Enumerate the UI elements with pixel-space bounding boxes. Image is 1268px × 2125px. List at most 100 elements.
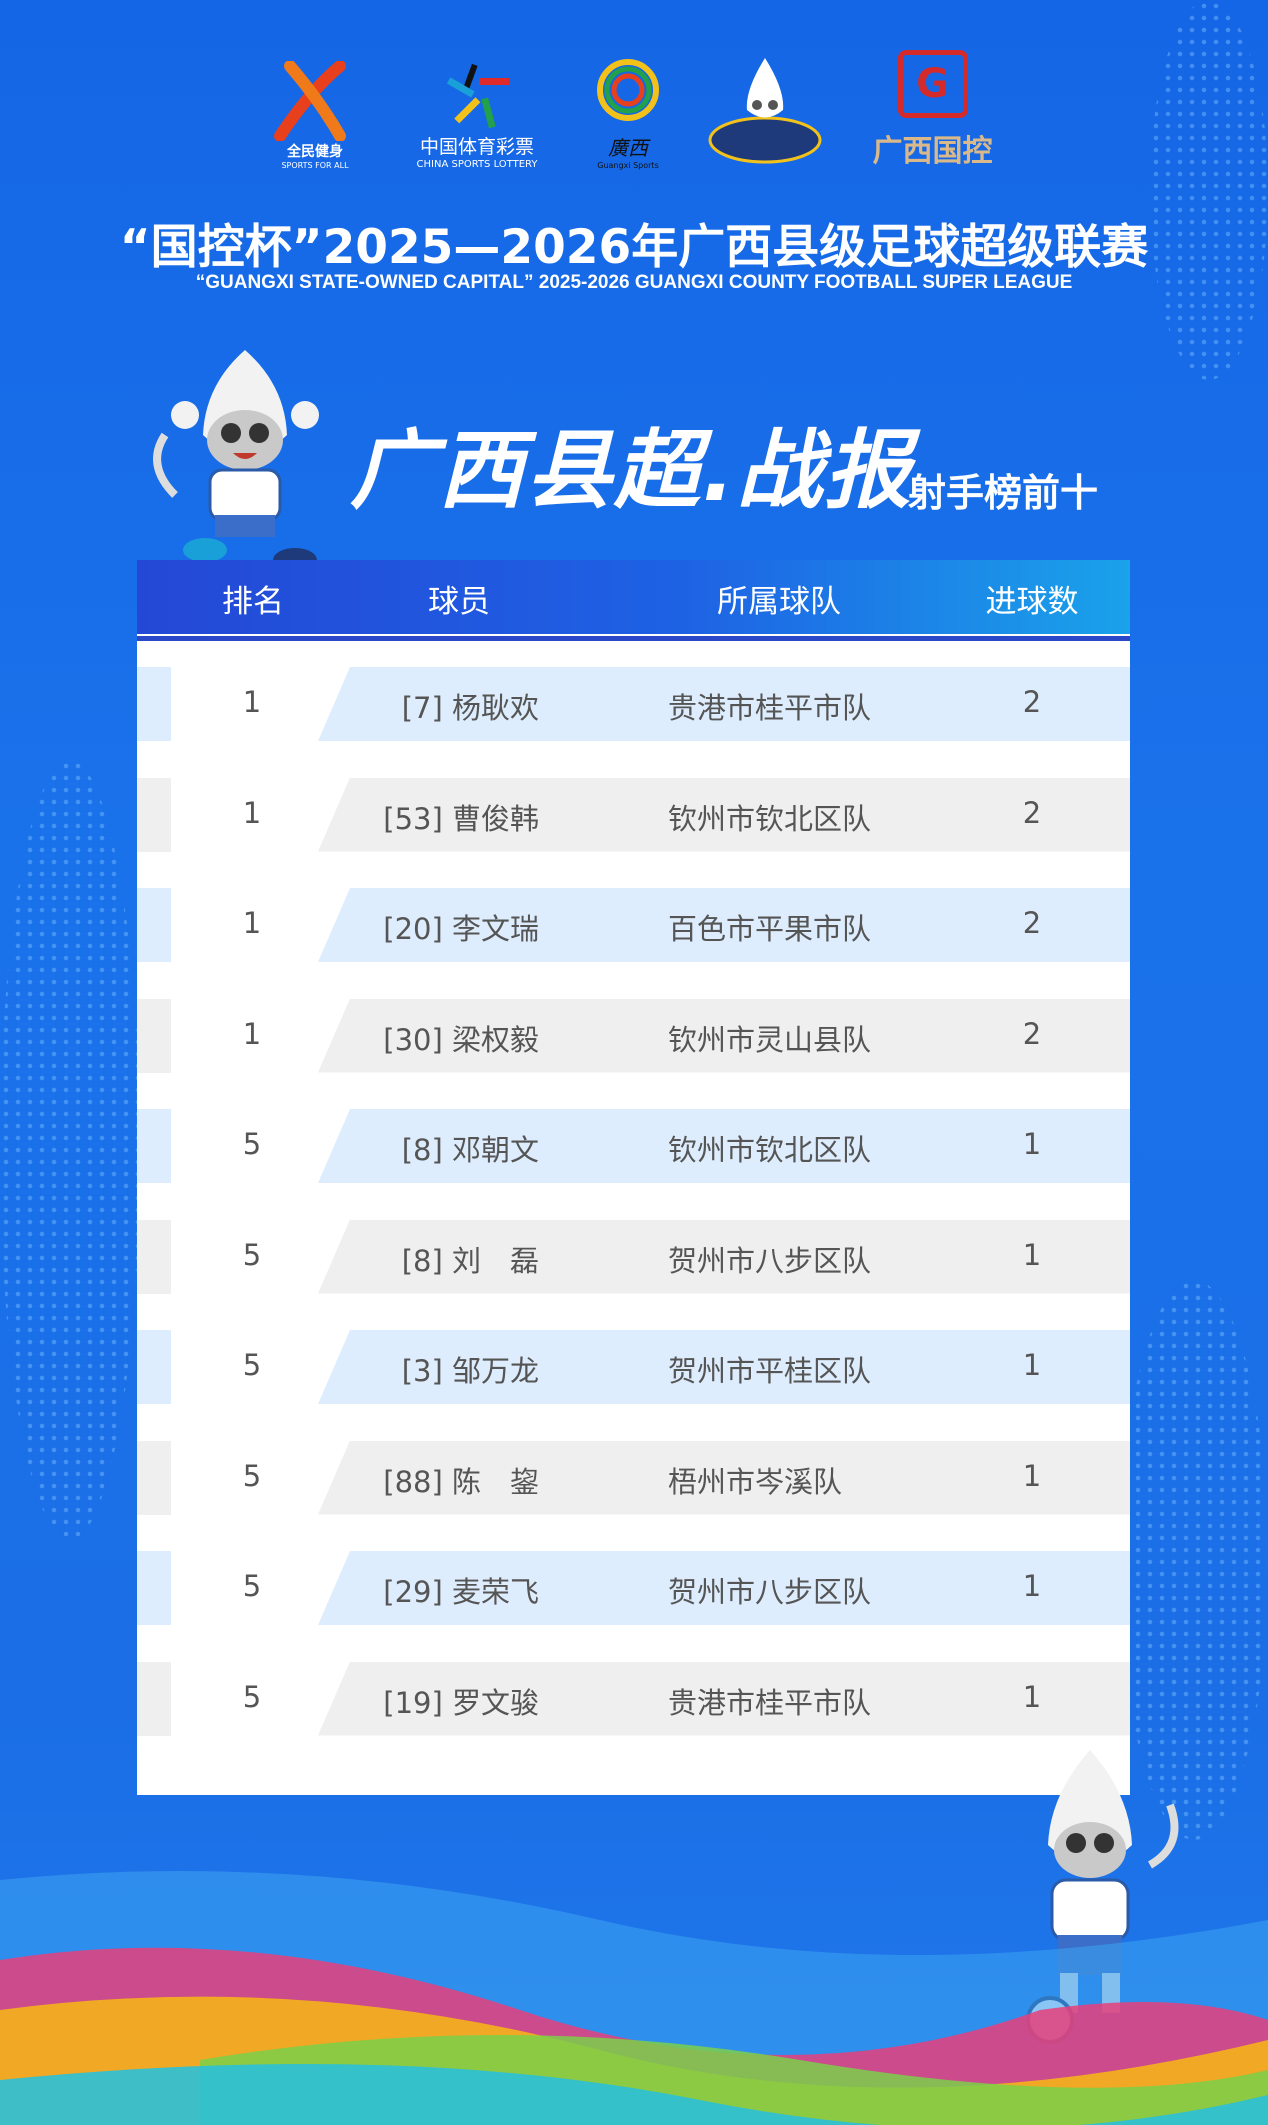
lottery-star-icon — [446, 63, 509, 129]
goals-cell: 1 — [1022, 1679, 1042, 1714]
rank-cell: 5 — [242, 1679, 262, 1714]
mascot-illustration — [153, 350, 319, 572]
dot-pattern — [0, 760, 140, 1540]
rank-cell: 1 — [242, 795, 262, 830]
logo-guangxi-sports: 廣西 Guangxi Sports — [588, 50, 668, 170]
player-cell: [8] 邓朝文 — [401, 1133, 539, 1167]
logo-subtext: CHINA SPORTS LOTTERY — [416, 159, 538, 170]
mascot-badge-icon — [708, 58, 822, 164]
page-title: “国控杯”2025—2026年广西县级足球超级联赛 — [119, 220, 1149, 275]
row-band — [318, 1109, 1130, 1183]
table-row: 5 [8] 刘 磊 贺州市八步区队 1 — [137, 1219, 1130, 1294]
row-stub — [137, 777, 171, 852]
row-stub — [137, 1109, 171, 1183]
row-band — [318, 888, 1130, 962]
goals-cell: 1 — [1022, 1237, 1042, 1272]
player-cell: [7] 杨耿欢 — [401, 691, 539, 725]
gk-emblem-icon: G — [897, 50, 968, 118]
goals-cell: 1 — [1022, 1127, 1042, 1161]
table-row: 5 [8] 邓朝文 钦州市钦北区队 1 — [137, 1109, 1130, 1183]
row-stub — [137, 1551, 171, 1625]
guangxi-sports-swirl-icon — [597, 59, 659, 121]
table-row: 1 [7] 杨耿欢 贵港市桂平市队 2 — [137, 667, 1130, 741]
logo-text: 广西国控 — [872, 134, 993, 169]
team-cell: 贺州市八步区队 — [668, 1243, 872, 1278]
player-cell: [19] 罗文骏 — [383, 1685, 539, 1720]
row-stub — [137, 888, 171, 962]
row-band — [318, 998, 1130, 1073]
rank-cell: 5 — [242, 1458, 262, 1493]
banner-subtitle: 射手榜前十 — [908, 471, 1099, 515]
dot-pattern — [1150, 0, 1268, 380]
row-band — [318, 1661, 1130, 1736]
logo-subtext: Guangxi Sports — [597, 161, 659, 170]
logo-china-sports-lottery: 中国体育彩票 CHINA SPORTS LOTTERY — [398, 50, 556, 170]
logo-league-mascot-badge — [705, 50, 825, 170]
header-rank: 排名 — [222, 584, 284, 620]
top-scorers-table: 排名 球员 所属球队 进球数 1 [7] 杨耿欢 贵港市桂平市队 2 1 [53… — [137, 560, 1130, 1795]
rank-cell: 1 — [242, 906, 262, 940]
player-cell: [29] 麦荣飞 — [383, 1575, 539, 1609]
goals-cell: 2 — [1022, 685, 1042, 719]
table-row: 5 [3] 邹万龙 贺州市平桂区队 1 — [137, 1330, 1130, 1404]
player-cell: [20] 李文瑞 — [383, 912, 539, 946]
row-band — [318, 1440, 1130, 1515]
rank-cell: 5 — [242, 1569, 262, 1603]
header-player: 球员 — [428, 584, 490, 620]
row-band — [318, 1219, 1130, 1294]
goals-cell: 1 — [1022, 1458, 1042, 1493]
logo-text: 廣西 — [608, 136, 648, 160]
row-band — [318, 667, 1130, 741]
player-cell: [3] 邹万龙 — [401, 1354, 539, 1388]
row-stub — [137, 1330, 171, 1404]
rank-cell: 5 — [242, 1127, 262, 1161]
team-cell: 梧州市岑溪队 — [668, 1464, 843, 1499]
logo-guangxi-state-owned: G 广西国控 — [865, 50, 1000, 170]
table-row: 1 [30] 梁权毅 钦州市灵山县队 2 — [137, 998, 1130, 1073]
goals-cell: 2 — [1022, 795, 1042, 830]
goals-cell: 1 — [1022, 1348, 1042, 1382]
table-row: 1 [20] 李文瑞 百色市平果市队 2 — [137, 888, 1130, 962]
table-row: 5 [88] 陈 鋆 梧州市岑溪队 1 — [137, 1440, 1130, 1515]
team-cell: 贵港市桂平市队 — [668, 691, 872, 725]
goals-cell: 1 — [1022, 1569, 1042, 1603]
team-cell: 百色市平果市队 — [668, 912, 872, 946]
rank-cell: 5 — [242, 1348, 262, 1382]
player-cell: [30] 梁权毅 — [383, 1022, 539, 1057]
table-row: 5 [19] 罗文骏 贵港市桂平市队 1 — [137, 1661, 1130, 1736]
rank-cell: 1 — [242, 685, 262, 719]
header-team: 所属球队 — [717, 584, 841, 620]
row-stub — [137, 1440, 171, 1515]
sports-for-all-icon — [274, 61, 346, 141]
table-row: 1 [53] 曹俊韩 钦州市钦北区队 2 — [137, 777, 1130, 852]
table-row: 5 [29] 麦荣飞 贺州市八步区队 1 — [137, 1551, 1130, 1625]
row-stub — [137, 998, 171, 1073]
team-cell: 贺州市八步区队 — [668, 1575, 872, 1609]
player-cell: [53] 曹俊韩 — [383, 801, 539, 836]
team-cell: 钦州市钦北区队 — [668, 1133, 872, 1167]
banner-title: 广西县超.战报 — [350, 421, 913, 521]
rank-cell: 5 — [242, 1237, 262, 1272]
team-cell: 钦州市钦北区队 — [668, 801, 872, 836]
logo-subtext: SPORTS FOR ALL — [281, 161, 349, 170]
player-cell: [88] 陈 鋆 — [383, 1464, 539, 1499]
row-band — [318, 777, 1130, 852]
row-band — [318, 1551, 1130, 1625]
row-stub — [137, 1661, 171, 1736]
row-stub — [137, 667, 171, 741]
logo-text: 中国体育彩票 — [419, 136, 534, 158]
team-cell: 贺州市平桂区队 — [668, 1354, 872, 1388]
table-header: 排名 球员 所属球队 进球数 — [137, 560, 1130, 634]
dot-pattern — [1120, 1280, 1268, 1840]
row-stub — [137, 1219, 171, 1294]
player-cell: [8] 刘 磊 — [401, 1243, 539, 1278]
logo-text: 全民健身 — [287, 144, 343, 160]
team-cell: 贵港市桂平市队 — [668, 1685, 872, 1720]
goals-cell: 2 — [1022, 906, 1042, 940]
logo-sports-for-all: 全民健身 SPORTS FOR ALL — [265, 50, 365, 170]
goals-cell: 2 — [1022, 1016, 1042, 1051]
decorative-wave-ribbons — [0, 1871, 1268, 2125]
header-goals: 进球数 — [985, 584, 1079, 620]
header-divider — [137, 636, 1130, 641]
rank-cell: 1 — [242, 1016, 262, 1051]
